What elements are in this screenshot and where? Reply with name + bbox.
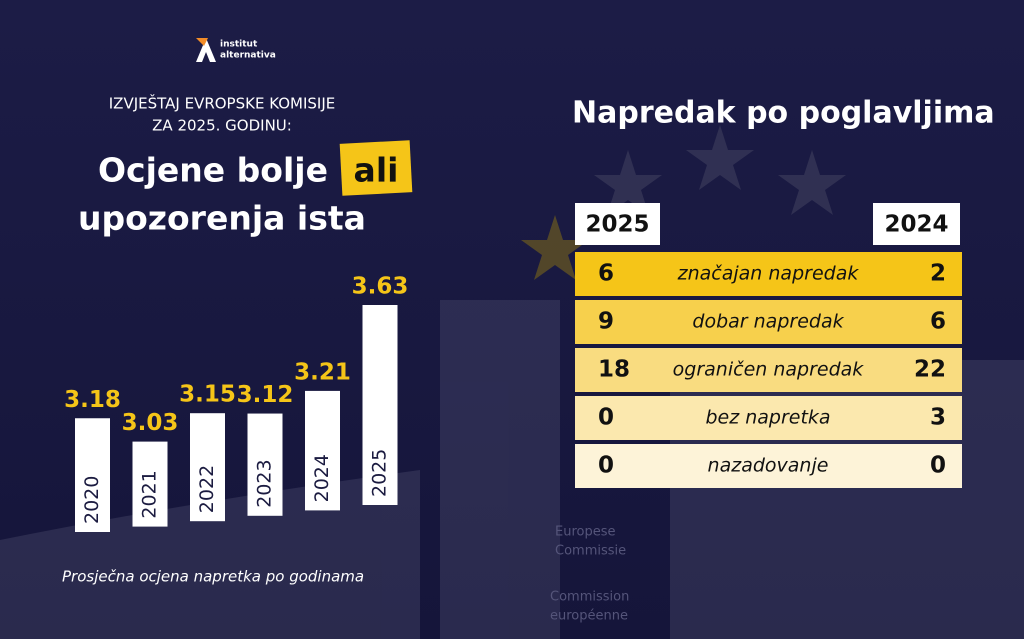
eu-stars <box>521 125 846 280</box>
bar <box>132 441 168 527</box>
value-label: 3.63 <box>352 274 409 300</box>
sign-text: européenne <box>550 609 628 624</box>
x-tick-label: 2025 <box>369 449 391 497</box>
cell-2025: 6 <box>598 261 614 287</box>
table-row <box>575 348 962 392</box>
cell-2025: 0 <box>598 453 614 479</box>
logo-text: institut <box>220 40 258 50</box>
cell-label: nazadovanje <box>708 455 829 477</box>
sign-text: Commissie <box>555 544 626 559</box>
sign-text: Europese <box>555 525 616 540</box>
cell-label: dobar napredak <box>692 311 844 333</box>
header-box <box>575 203 660 245</box>
table-row <box>575 444 962 488</box>
progress-table: 2025 2024 6 značajan napredak 2 9 dobar napred… <box>575 203 962 488</box>
cell-2025: 18 <box>598 357 630 383</box>
kicker: IZVJEŠTAJ EVROPSKE KOMISIJE <box>109 94 336 113</box>
highlight-box <box>339 140 413 196</box>
cell-2024: 0 <box>930 453 946 479</box>
chart-caption: Prosječna ocjena napretka po godinama <box>62 568 364 586</box>
bar <box>305 390 340 511</box>
value-label: 3.18 <box>64 387 121 413</box>
cell-2025: 0 <box>598 405 614 431</box>
logo-text: alternativa <box>220 51 276 61</box>
x-tick-label: 2024 <box>311 454 333 502</box>
x-tick-label: 2022 <box>196 465 218 513</box>
cell-2024: 3 <box>930 405 946 431</box>
bar <box>75 418 110 532</box>
bar <box>190 413 225 522</box>
value-label: 3.03 <box>122 410 179 436</box>
cell-label: bez napretka <box>705 407 830 429</box>
table-row <box>575 252 962 296</box>
table-row <box>575 300 962 344</box>
header-label: 2024 <box>884 212 948 238</box>
headline-highlight: ali <box>354 151 399 190</box>
sign: Europese Commissie Commission européenne <box>550 525 629 624</box>
value-label: 3.21 <box>294 359 351 385</box>
kicker: ZA 2025. GODINU: <box>152 117 292 135</box>
cell-2024: 2 <box>930 261 946 287</box>
cell-2025: 9 <box>598 309 614 335</box>
logo: institut alternativa <box>196 38 276 62</box>
cell-label: ograničen napredak <box>673 359 865 381</box>
headline: Ocjene bolje <box>98 151 328 190</box>
cell-label: značajan napredak <box>677 263 860 285</box>
bar-chart: 3.18 2020 3.03 2021 3.15 2022 3.12 2023 3.21 2024… <box>64 274 409 532</box>
header-label: 2025 <box>585 212 649 238</box>
cell-2024: 6 <box>930 309 946 335</box>
x-tick-label: 2021 <box>139 470 161 518</box>
headline: upozorenja ista <box>78 199 366 238</box>
value-label: 3.12 <box>237 382 294 408</box>
header-box <box>873 203 960 245</box>
bar <box>362 305 398 505</box>
sign-text: Commission <box>550 590 629 605</box>
value-label: 3.15 <box>179 382 236 408</box>
x-tick-label: 2020 <box>81 476 103 524</box>
x-tick-label: 2023 <box>254 459 276 507</box>
cell-2024: 22 <box>914 357 946 383</box>
bar <box>247 413 283 516</box>
table-title: Napredak po poglavljima <box>572 96 995 131</box>
table-row <box>575 396 962 440</box>
